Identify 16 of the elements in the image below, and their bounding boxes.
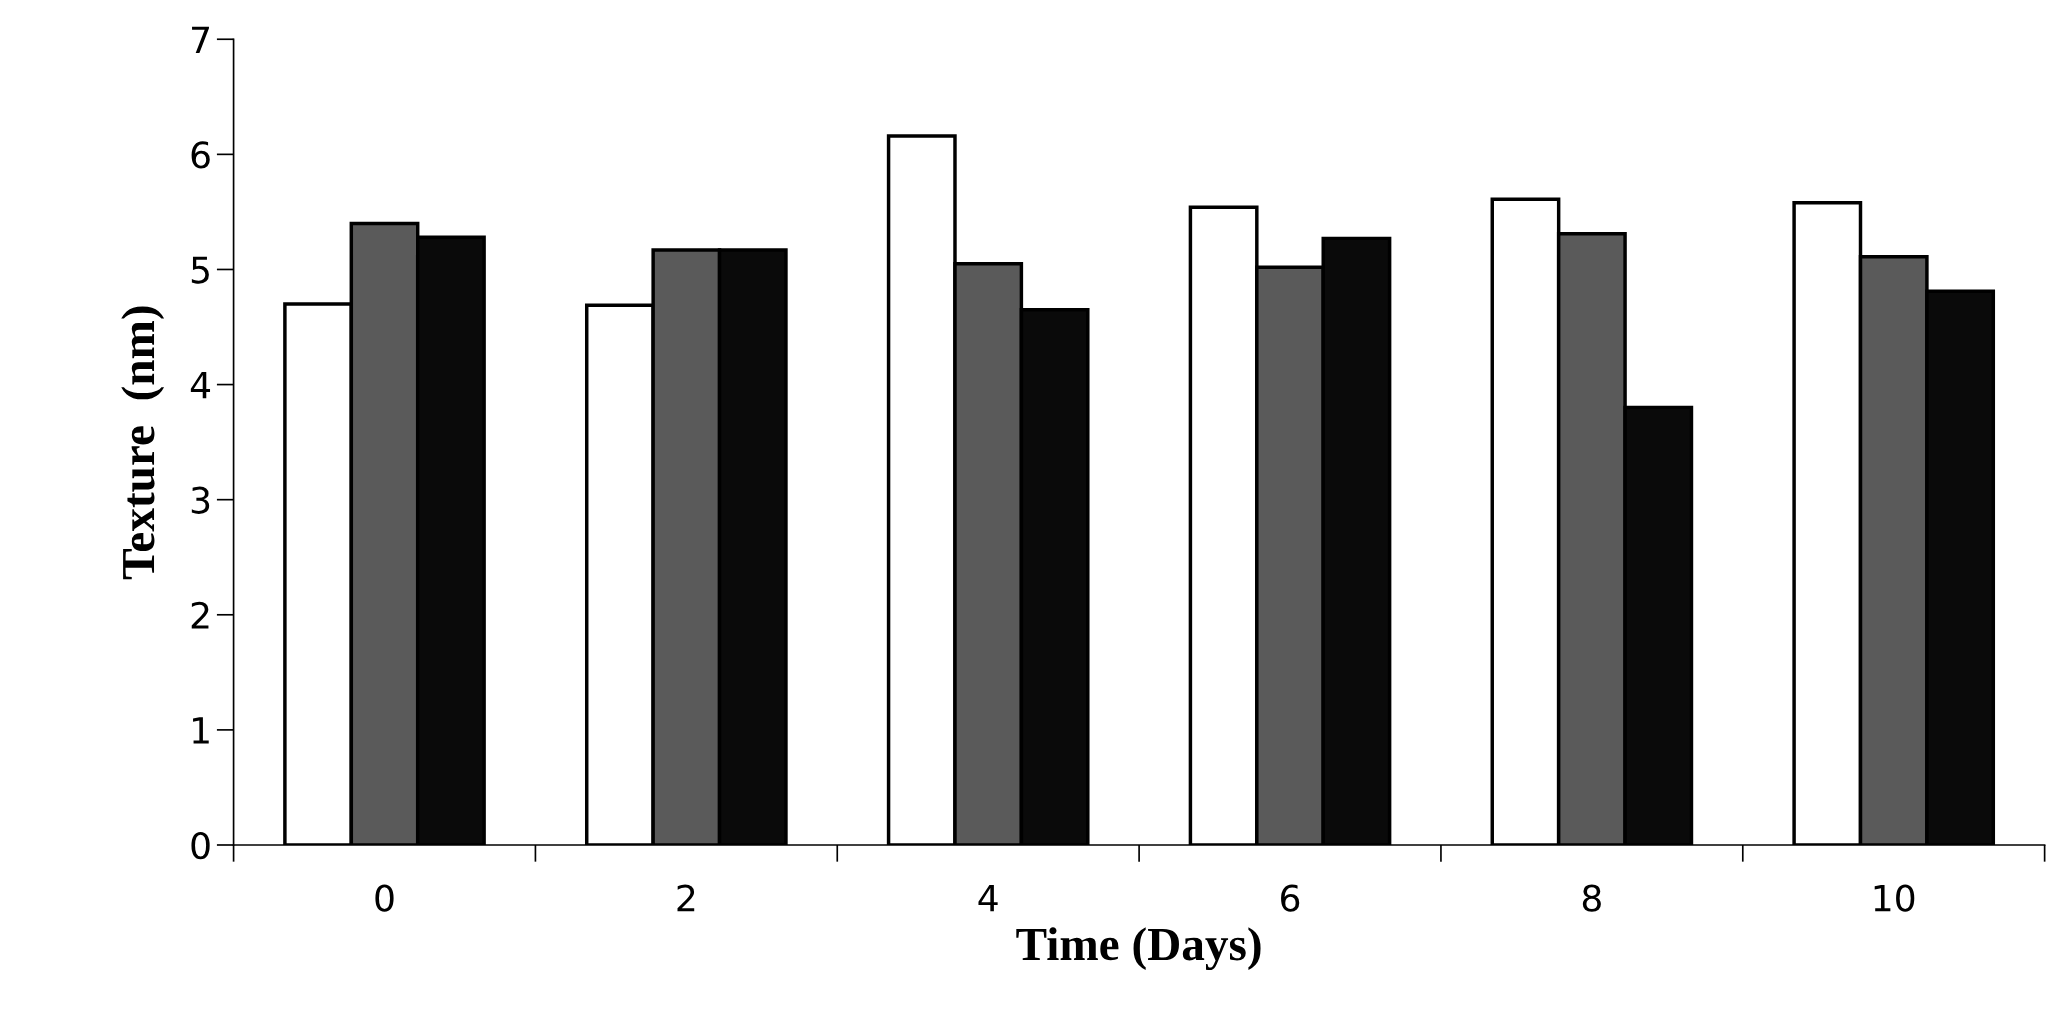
x-tick-label: 0 (375, 884, 394, 912)
x-tick-label: 10 (1874, 884, 1915, 912)
x-axis-title: Time (Days) (1016, 927, 1261, 971)
y-tick-label: 5 (191, 256, 209, 284)
x-tick-label: 6 (1281, 884, 1300, 912)
y-tick-label: 1 (193, 717, 209, 744)
y-tick-label: 3 (191, 486, 210, 514)
x-tick-label: 2 (677, 884, 695, 912)
y-tick-label: 0 (191, 831, 210, 860)
y-tick-label: 2 (191, 601, 209, 629)
y-axis-title: Texture (nm) (121, 306, 165, 580)
x-tick-label: 4 (978, 884, 998, 912)
y-tick-label: 6 (191, 141, 210, 169)
x-tick-label: 8 (1582, 884, 1601, 912)
y-tick-label: 7 (192, 26, 209, 53)
y-tick-label: 4 (190, 371, 211, 399)
